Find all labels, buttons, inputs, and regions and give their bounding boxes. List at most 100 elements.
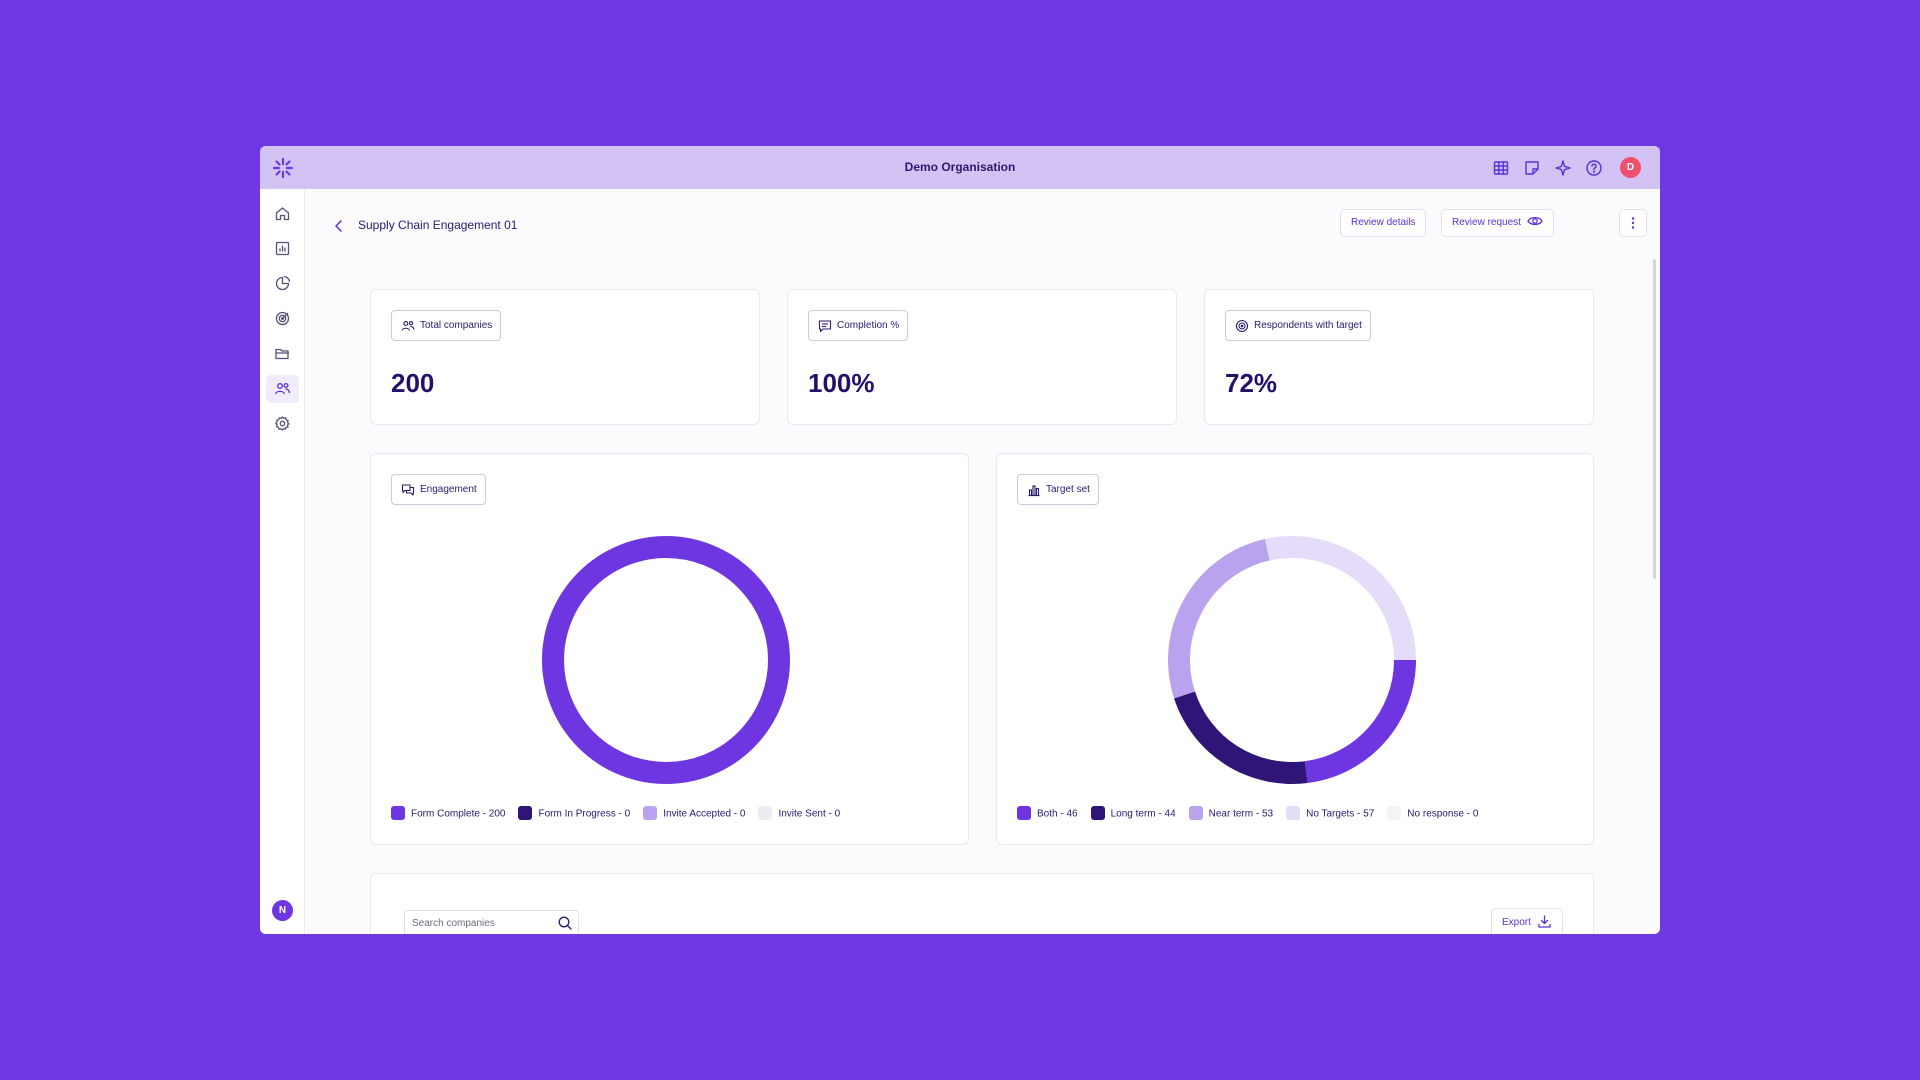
chart-title: Engagement: [420, 484, 477, 495]
stat-label-pill: Respondents with target: [1225, 310, 1371, 341]
users-icon: [401, 321, 415, 331]
sidebar-item-reports[interactable]: [266, 235, 299, 263]
target-icon: [1235, 319, 1249, 333]
stat-card-total-companies: Total companies 200: [370, 289, 760, 425]
chevron-left-icon: [335, 220, 342, 232]
donut-slice-near-term[interactable]: [1168, 538, 1270, 699]
legend-label: Invite Sent - 0: [778, 808, 841, 820]
legend-item-no-response[interactable]: No response - 0: [1387, 806, 1479, 820]
chart-title-pill: Engagement: [391, 474, 486, 505]
engagement-legend: Form Complete - 200 Form In Progress - 0 I…: [391, 806, 853, 824]
review-request-label: Review request: [1452, 217, 1521, 228]
sidebar-item-settings[interactable]: [266, 410, 299, 438]
sidebar-item-home[interactable]: [266, 200, 299, 228]
legend-item-no-targets[interactable]: No Targets - 57: [1286, 806, 1375, 820]
donut-slice-long-term[interactable]: [1174, 691, 1308, 784]
stat-card-completion: Completion % 100%: [787, 289, 1177, 425]
stat-label: Total companies: [420, 320, 493, 331]
legend-label: No response - 0: [1407, 808, 1479, 820]
main-content: Supply Chain Engagement 01 Review detail…: [306, 189, 1660, 934]
sidebar-item-folders[interactable]: [266, 340, 299, 368]
legend-label: Form Complete - 200: [411, 808, 506, 820]
stat-value: 200: [391, 368, 435, 398]
title-bar: Demo Organisation D: [260, 146, 1660, 189]
stat-value: 72%: [1225, 368, 1278, 398]
stat-label: Respondents with target: [1254, 320, 1362, 331]
legend-item-both[interactable]: Both - 46: [1017, 806, 1078, 820]
stat-value: 100%: [808, 368, 875, 398]
sparkle-icon[interactable]: [1553, 158, 1573, 178]
more-options-button[interactable]: [1619, 209, 1647, 237]
analytics-icon: [275, 275, 291, 291]
stat-card-respondents-target: Respondents with target 72%: [1204, 289, 1594, 425]
donut-slice-no-targets[interactable]: [1264, 536, 1416, 660]
engagement-chart-card: Engagement Form Complete - 200 Form In Pr…: [370, 453, 969, 845]
stat-label: Completion %: [837, 320, 900, 331]
chart-title: Target set: [1046, 484, 1090, 495]
legend-swatch: [758, 806, 773, 820]
companies-table-card: Export: [370, 873, 1594, 934]
legend-item-near-term[interactable]: Near term - 53: [1188, 806, 1274, 820]
folder-icon: [275, 348, 289, 360]
legend-item-long-term[interactable]: Long term - 44: [1090, 806, 1176, 820]
export-button[interactable]: Export: [1491, 908, 1563, 934]
legend-swatch: [1090, 806, 1105, 820]
review-details-label: Review details: [1351, 217, 1416, 228]
account-avatar[interactable]: N: [272, 900, 293, 921]
legend-item-form-in-progress[interactable]: Form In Progress - 0: [518, 806, 631, 820]
export-label: Export: [1502, 917, 1531, 928]
legend-label: Form In Progress - 0: [538, 808, 631, 820]
app-window: Demo Organisation D: [260, 146, 1660, 934]
legend-item-invite-accepted[interactable]: Invite Accepted - 0: [643, 806, 746, 820]
chat-icon: [401, 484, 415, 496]
stat-label-pill: Total companies: [391, 310, 502, 341]
legend-item-invite-sent[interactable]: Invite Sent - 0: [758, 806, 841, 820]
logo-icon[interactable]: [272, 157, 294, 179]
scrollbar[interactable]: [1653, 259, 1656, 579]
suppliers-icon: [275, 382, 291, 395]
sidebar: N: [260, 189, 305, 934]
chart-title-pill: Target set: [1017, 474, 1099, 505]
sidebar-item-analytics[interactable]: [266, 270, 299, 298]
review-request-button[interactable]: Review request: [1441, 209, 1554, 237]
help-icon[interactable]: [1584, 158, 1604, 178]
notes-icon[interactable]: [1522, 158, 1542, 178]
legend-swatch: [518, 806, 533, 820]
download-icon: [1538, 915, 1551, 928]
more-vertical-icon: [1631, 217, 1635, 229]
grid-icon[interactable]: [1491, 158, 1511, 178]
eye-icon: [1527, 217, 1543, 226]
legend-swatch: [1188, 806, 1203, 820]
legend-label: Invite Accepted - 0: [663, 808, 746, 820]
settings-icon: [274, 416, 290, 431]
home-icon: [275, 207, 290, 221]
review-details-button[interactable]: Review details: [1340, 209, 1427, 237]
organisation-name: Demo Organisation: [904, 160, 1016, 174]
legend-label: Near term - 53: [1208, 808, 1274, 820]
stat-label-pill: Completion %: [808, 310, 909, 341]
legend-swatch: [1017, 806, 1031, 820]
bar-chart-icon: [1028, 485, 1040, 497]
legend-label: Both - 46: [1037, 808, 1078, 820]
legend-label: No Targets - 57: [1306, 808, 1375, 820]
donut-slice-both[interactable]: [1304, 660, 1416, 784]
legend-swatch: [1286, 806, 1301, 820]
sidebar-item-targets[interactable]: [266, 305, 299, 333]
targets-icon: [275, 311, 290, 326]
engagement-donut-chart: [542, 536, 790, 784]
sidebar-item-suppliers[interactable]: [266, 375, 299, 403]
target-set-donut-chart: [1168, 536, 1416, 784]
search-icon[interactable]: [557, 915, 573, 931]
target-set-chart-card: Target set Both - 46 Long term - 44 Near t…: [996, 453, 1594, 845]
legend-item-form-complete[interactable]: Form Complete - 200: [391, 806, 506, 820]
search-input[interactable]: [405, 911, 550, 934]
legend-label: Long term - 44: [1110, 808, 1176, 820]
legend-swatch: [643, 806, 658, 820]
search-box: [404, 910, 579, 934]
legend-swatch: [391, 806, 405, 820]
back-button[interactable]: [330, 217, 348, 235]
donut-slice-form-complete[interactable]: [542, 536, 790, 784]
page-title: Supply Chain Engagement 01: [358, 218, 518, 232]
user-avatar[interactable]: D: [1620, 157, 1641, 178]
message-icon: [818, 320, 832, 333]
